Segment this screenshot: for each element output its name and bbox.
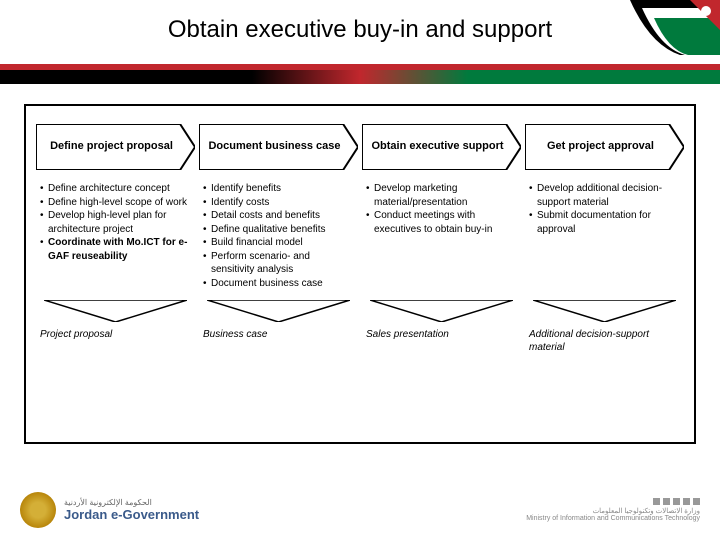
- process-steps-row: Define project proposal Document busines…: [36, 124, 684, 170]
- footer: الحكومة الإلكترونية الأردنية Jordan e-Go…: [0, 480, 720, 540]
- bullet-item: •Identify costs: [203, 196, 354, 210]
- bullets-row: •Define architecture concept•Define high…: [36, 182, 684, 290]
- step-label: Get project approval: [547, 140, 654, 153]
- step-label: Document business case: [208, 140, 340, 153]
- page-title: Obtain executive buy-in and support: [0, 0, 720, 44]
- step-arrow-4: Get project approval: [525, 124, 684, 170]
- footer-left-arabic: الحكومة الإلكترونية الأردنية: [64, 498, 199, 508]
- output-2: Business case: [199, 328, 358, 354]
- bullets-col-1: •Define architecture concept•Define high…: [36, 182, 195, 290]
- bullets-col-3: •Develop marketing material/presentation…: [362, 182, 521, 290]
- down-arrow-3: [362, 300, 521, 322]
- step-label: Obtain executive support: [371, 140, 503, 153]
- dots-icon: [500, 498, 700, 507]
- bullet-item: •Detail costs and benefits: [203, 209, 354, 223]
- bullet-item: •Define high-level scope of work: [40, 196, 191, 210]
- bullet-item: •Conduct meetings with executives to obt…: [366, 209, 517, 236]
- bullet-item: •Build financial model: [203, 236, 354, 250]
- bullet-item: •Develop high-level plan for architectur…: [40, 209, 191, 236]
- step-arrow-2: Document business case: [199, 124, 358, 170]
- down-arrow-1: [36, 300, 195, 322]
- footer-left-brand: Jordan e-Government: [64, 507, 199, 522]
- bullet-item: •Develop marketing material/presentation: [366, 182, 517, 209]
- flag-icon: [630, 0, 720, 55]
- down-arrow-4: [525, 300, 684, 322]
- footer-right-arabic: وزارة الاتصالات وتكنولوجيا المعلومات: [500, 507, 700, 515]
- output-4: Additional decision-support material: [525, 328, 684, 354]
- step-label: Define project proposal: [50, 140, 173, 153]
- bullet-item: •Document business case: [203, 277, 354, 291]
- bullet-item: •Define qualitative benefits: [203, 223, 354, 237]
- step-arrow-3: Obtain executive support: [362, 124, 521, 170]
- outputs-row: Project proposal Business case Sales pre…: [36, 328, 684, 354]
- footer-right-en: Ministry of Information and Communicatio…: [500, 515, 700, 522]
- down-arrows-row: [36, 300, 684, 322]
- logo-left: الحكومة الإلكترونية الأردنية Jordan e-Go…: [20, 489, 240, 531]
- bullet-item: •Define architecture concept: [40, 182, 191, 196]
- bullet-item: •Develop additional decision-support mat…: [529, 182, 680, 209]
- bullet-item: •Perform scenario- and sensitivity analy…: [203, 250, 354, 277]
- seal-icon: [20, 492, 56, 528]
- bullet-item: •Submit documentation for approval: [529, 209, 680, 236]
- header: Obtain executive buy-in and support: [0, 0, 720, 60]
- step-arrow-1: Define project proposal: [36, 124, 195, 170]
- output-1: Project proposal: [36, 328, 195, 354]
- output-3: Sales presentation: [362, 328, 521, 354]
- process-diagram: Define project proposal Document busines…: [24, 104, 696, 444]
- divider-gradient: [0, 70, 720, 84]
- bullet-item: •Identify benefits: [203, 182, 354, 196]
- bullet-item: •Coordinate with Mo.ICT for e-GAF reusea…: [40, 236, 191, 263]
- down-arrow-2: [199, 300, 358, 322]
- bullets-col-4: •Develop additional decision-support mat…: [525, 182, 684, 290]
- logo-right: وزارة الاتصالات وتكنولوجيا المعلومات Min…: [500, 498, 700, 522]
- bullets-col-2: •Identify benefits•Identify costs•Detail…: [199, 182, 358, 290]
